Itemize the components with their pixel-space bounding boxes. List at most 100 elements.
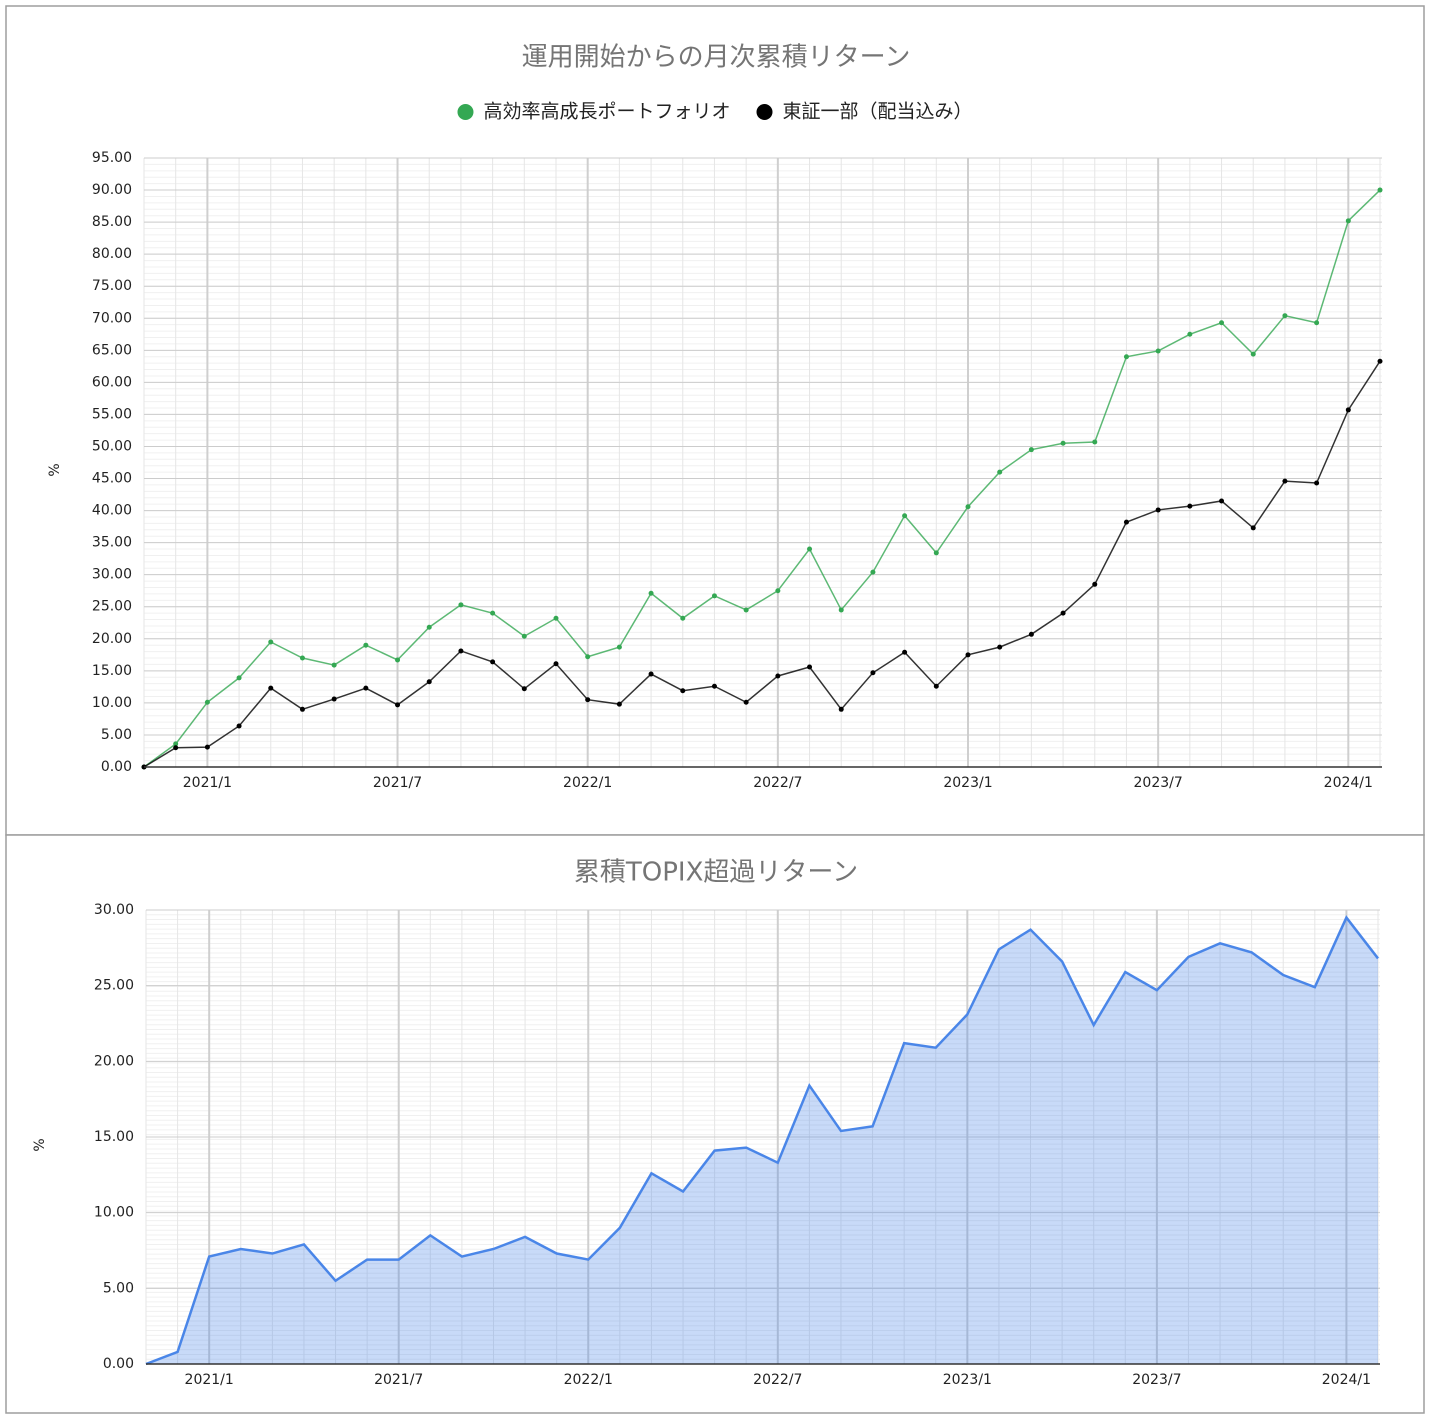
data-point xyxy=(838,607,844,613)
data-point xyxy=(1314,480,1320,486)
data-point xyxy=(1345,407,1351,413)
y-tick-label: 15.00 xyxy=(94,1129,134,1145)
data-point xyxy=(870,670,876,676)
x-tick-label: 2021/1 xyxy=(183,775,232,791)
x-tick-label: 2022/7 xyxy=(753,1372,802,1388)
x-tick-label: 2021/7 xyxy=(374,1372,423,1388)
y-tick-label: 10.00 xyxy=(94,1205,134,1221)
area-line xyxy=(145,915,1379,1366)
x-tick-label: 2022/7 xyxy=(753,775,802,791)
x-tick-label: 2023/1 xyxy=(943,1372,992,1388)
data-point xyxy=(458,648,464,654)
data-point xyxy=(807,664,813,670)
data-point xyxy=(426,624,432,630)
data-point xyxy=(236,675,242,681)
y-tick-label: 5.00 xyxy=(103,1280,134,1296)
legend-marker xyxy=(756,104,773,120)
data-point xyxy=(490,659,496,665)
data-point xyxy=(997,644,1003,650)
data-point xyxy=(173,745,179,751)
y-tick-label: 80.00 xyxy=(92,246,132,262)
y-tick-label: 25.00 xyxy=(92,599,132,615)
data-point xyxy=(1219,498,1225,504)
y-tick-label: 40.00 xyxy=(92,503,132,519)
data-point xyxy=(1028,447,1034,453)
data-point xyxy=(204,744,210,750)
x-tick-label: 2024/1 xyxy=(1322,1372,1371,1388)
data-point xyxy=(1282,313,1288,319)
data-point xyxy=(616,701,622,707)
y-tick-label: 50.00 xyxy=(92,438,132,454)
data-point xyxy=(1155,507,1161,513)
x-tick-label: 2023/7 xyxy=(1132,1372,1181,1388)
data-point xyxy=(553,661,559,667)
x-tick-label: 2021/1 xyxy=(185,1372,234,1388)
chart-title: 運用開始からの月次累積リターン xyxy=(522,43,911,73)
y-tick-label: 65.00 xyxy=(92,342,132,358)
data-point xyxy=(711,593,717,599)
data-point xyxy=(1060,440,1066,446)
y-tick-label: 30.00 xyxy=(94,902,134,918)
data-point xyxy=(775,673,781,679)
data-point xyxy=(585,654,591,660)
data-point xyxy=(1092,439,1098,445)
y-tick-label: 30.00 xyxy=(92,567,132,583)
y-tick-label: 90.00 xyxy=(92,182,132,198)
data-point xyxy=(807,546,813,552)
y-tick-label: 25.00 xyxy=(94,978,134,994)
y-axis-label: % xyxy=(32,1138,48,1151)
data-point xyxy=(1028,631,1034,637)
data-point xyxy=(1092,581,1098,587)
data-point xyxy=(1250,351,1256,357)
y-tick-label: 20.00 xyxy=(94,1053,134,1069)
data-point xyxy=(1187,503,1193,509)
y-tick-label: 35.00 xyxy=(92,535,132,551)
y-tick-label: 15.00 xyxy=(92,663,132,679)
data-point xyxy=(616,644,622,650)
x-tick-label: 2022/1 xyxy=(563,775,612,791)
data-point xyxy=(838,706,844,712)
y-tick-label: 45.00 xyxy=(92,471,132,487)
chart-title: 累積TOPIX超過リターン xyxy=(574,858,858,888)
data-point xyxy=(490,610,496,616)
y-tick-label: 95.00 xyxy=(92,150,132,166)
data-point xyxy=(395,657,401,663)
y-tick-label: 20.00 xyxy=(92,631,132,647)
data-point xyxy=(521,686,527,692)
data-point xyxy=(363,642,369,648)
data-point xyxy=(1377,358,1383,364)
data-point xyxy=(870,569,876,575)
y-tick-label: 60.00 xyxy=(92,374,132,390)
x-tick-label: 2021/7 xyxy=(373,775,422,791)
x-tick-label: 2023/7 xyxy=(1134,775,1183,791)
data-point xyxy=(553,615,559,621)
data-point xyxy=(1377,187,1383,193)
data-point xyxy=(204,699,210,705)
data-point xyxy=(1282,478,1288,484)
y-tick-label: 55.00 xyxy=(92,406,132,422)
x-tick-label: 2022/1 xyxy=(564,1372,613,1388)
data-point xyxy=(743,699,749,705)
data-point xyxy=(933,550,939,556)
data-point xyxy=(648,590,654,596)
data-point xyxy=(1187,331,1193,337)
y-tick-label: 0.00 xyxy=(103,1356,134,1372)
data-point xyxy=(1219,320,1225,326)
y-tick-label: 10.00 xyxy=(92,695,132,711)
data-point xyxy=(585,697,591,703)
x-tick-label: 2024/1 xyxy=(1324,775,1373,791)
data-point xyxy=(775,588,781,594)
data-point xyxy=(331,696,337,702)
legend-label: 東証一部（配当込み） xyxy=(783,101,973,123)
x-tick-label: 2023/1 xyxy=(943,775,992,791)
data-point xyxy=(648,671,654,677)
data-point xyxy=(743,607,749,613)
data-point xyxy=(173,741,179,747)
series-line xyxy=(143,189,1381,768)
data-point xyxy=(363,685,369,691)
data-point xyxy=(331,662,337,668)
data-point xyxy=(1155,348,1161,354)
data-point xyxy=(1314,320,1320,326)
